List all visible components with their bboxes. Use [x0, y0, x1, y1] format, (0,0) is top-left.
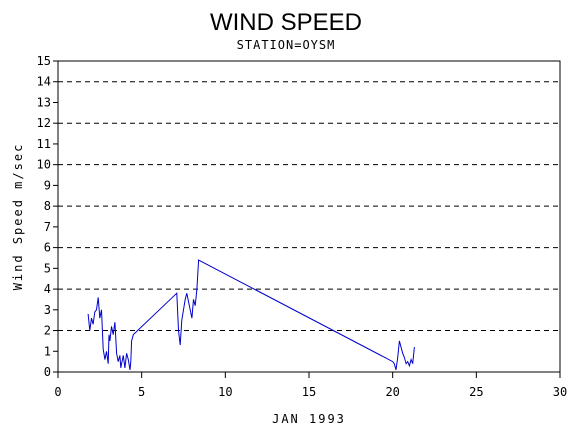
- series-line-0: [87, 259, 415, 371]
- x-tick-label-30: 30: [553, 385, 567, 399]
- y-tick-label-3: 3: [44, 303, 51, 317]
- y-tick-label-0: 0: [44, 365, 51, 379]
- y-tick-label-10: 10: [37, 158, 51, 172]
- chart-title: WIND SPEED: [210, 9, 362, 36]
- y-tick-label-12: 12: [37, 116, 51, 130]
- y-tick-label-9: 9: [44, 178, 51, 192]
- plot-frame: [57, 60, 561, 373]
- x-tick-label-5: 5: [138, 385, 145, 399]
- x-tick-label-20: 20: [385, 385, 399, 399]
- x-tick-label-25: 25: [469, 385, 483, 399]
- y-tick-label-6: 6: [44, 241, 51, 255]
- y-tick-label-5: 5: [44, 261, 51, 275]
- y-tick-label-15: 15: [37, 54, 51, 68]
- chart-subtitle: STATION=OYSM: [237, 38, 336, 52]
- x-tick-label-15: 15: [302, 385, 316, 399]
- y-tick-label-4: 4: [44, 282, 51, 296]
- y-tick-label-2: 2: [44, 324, 51, 338]
- y-tick-label-13: 13: [37, 95, 51, 109]
- x-axis-label: JAN 1993: [272, 412, 346, 426]
- grid-lines: [58, 81, 560, 373]
- y-tick-label-1: 1: [44, 344, 51, 358]
- y-tick-label-7: 7: [44, 220, 51, 234]
- x-tick-label-0: 0: [54, 385, 61, 399]
- y-tick-label-8: 8: [44, 199, 51, 213]
- y-axis-label: Wind Speed m/sec: [11, 143, 25, 291]
- y-tick-label-14: 14: [37, 75, 51, 89]
- x-axis: 0 5 10 15 20 25 30: [54, 372, 567, 399]
- y-tick-label-11: 11: [37, 137, 51, 151]
- x-tick-label-10: 10: [218, 385, 232, 399]
- series-group: [87, 259, 415, 371]
